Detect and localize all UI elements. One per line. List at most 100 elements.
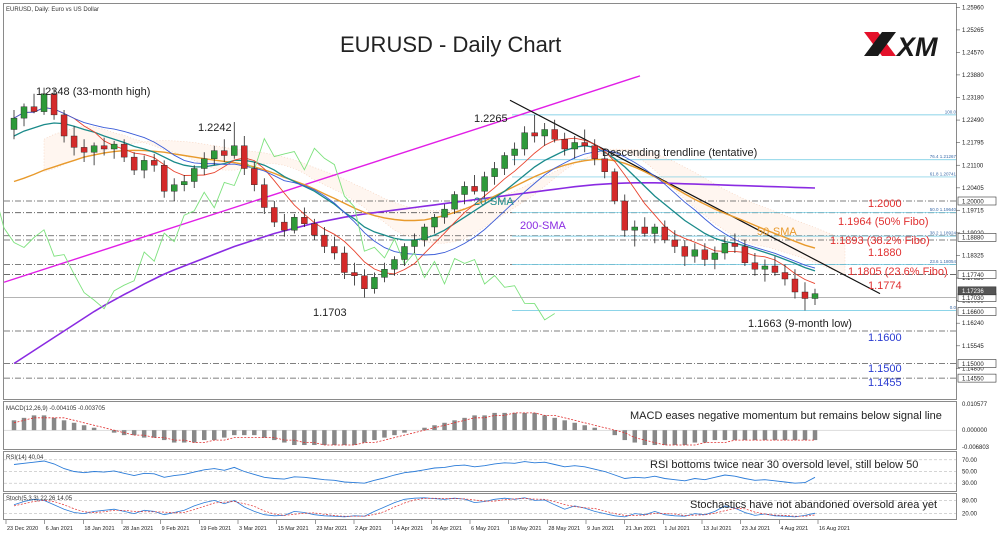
candle-body (291, 217, 298, 231)
date-tick-label: 21 Jun 2021 (626, 526, 656, 532)
annotation-label: 50-SMA (757, 226, 797, 238)
candle-body (461, 186, 468, 195)
price-tick-label: 1.19715 (962, 208, 984, 214)
candle-body (140, 160, 148, 171)
price-level-label: 1.17030 (962, 296, 984, 302)
date-tick-label: 15 Mar 2021 (278, 526, 309, 532)
price-level-label: 1.14550 (962, 376, 984, 382)
price-level-label: 1.20000 (962, 199, 984, 205)
stoch-note: Stochastics have not abandoned oversold … (690, 499, 937, 511)
fibo-label: 76.4 1.21267 (930, 154, 957, 159)
annotation-label: 1.2348 (33-month high) (36, 86, 150, 98)
price-tick-label: 1.17630 (962, 276, 984, 282)
date-tick-label: 23 Dec 2020 (7, 526, 38, 532)
price-tick-label: 1.18325 (962, 253, 984, 259)
candle-body (130, 156, 138, 171)
candlesticks (10, 87, 819, 311)
candle-body (201, 158, 208, 169)
candle-body (591, 145, 598, 159)
candle-body (251, 168, 258, 185)
candle-body (381, 269, 388, 278)
candle-body (531, 132, 538, 137)
candle-body (581, 142, 588, 146)
price-tick-label: 1.23880 (962, 73, 984, 79)
candle-body (541, 129, 548, 137)
annotation-label: 20-SMA (474, 196, 514, 208)
candle-body (90, 145, 98, 153)
candle-body (371, 277, 378, 289)
candle-body (571, 142, 578, 150)
price-tick-label: 1.24570 (962, 50, 984, 56)
candle-body (671, 239, 679, 247)
stoch-k-line (13, 497, 816, 518)
descending-trendline (509, 99, 881, 295)
candle-body (160, 165, 168, 192)
date-tick-label: 14 Apr 2021 (394, 526, 424, 532)
candle-body (421, 226, 428, 241)
candle-body (771, 265, 779, 273)
chart-title: EURUSD - Daily Chart (340, 32, 561, 57)
candle-body (110, 143, 118, 150)
candle-body (781, 272, 789, 280)
candle-body (50, 93, 58, 116)
candle-body (431, 217, 438, 228)
candle-body (411, 239, 418, 247)
candle-body (551, 129, 558, 140)
candle-body (311, 223, 318, 236)
candle-body (561, 139, 568, 150)
price-tick-label: 1.23180 (962, 96, 984, 102)
current-price-label: 1.17236 (962, 289, 984, 295)
candle-body (641, 226, 648, 234)
date-tick-label: 2 Apr 2021 (355, 526, 382, 532)
candle-body (741, 246, 749, 263)
macd-header: MACD(12,26,9) -0.004105 -0.003705 (6, 406, 106, 412)
annotation-label: 1.1600 (868, 332, 902, 344)
candle-body (80, 147, 88, 153)
annotation-label: 1.1893 (38.2% Fibo) (830, 235, 930, 247)
horizontal-levels: 100.0 76.4 1.21267 61.8 1.20741 50.0 1.1964… (4, 109, 957, 379)
xm-logo: XM (864, 32, 938, 62)
candle-body (441, 208, 448, 218)
candle-body (10, 117, 18, 130)
mid-ma-line (13, 107, 816, 269)
candle-body (191, 168, 198, 182)
fibo-label: 23.6 1.18054 (930, 259, 957, 264)
price-tick-label: 1.21795 (962, 141, 984, 147)
price-panel-frame (3, 3, 957, 400)
candle-body (70, 135, 78, 148)
rsi-note: RSI bottoms twice near 30 oversold level… (650, 459, 918, 471)
annotation-label: 1.1500 (868, 363, 902, 375)
date-tick-label: 6 May 2021 (471, 526, 500, 532)
date-tick-label: 26 Apr 2021 (432, 526, 462, 532)
annotation-label: 1.2242 (198, 122, 232, 134)
date-tick-label: 3 Mar 2021 (239, 526, 267, 532)
symbol-info: EURUSD, Daily: Euro vs US Dollar (6, 7, 99, 13)
candle-body (511, 148, 518, 156)
fast-ma-line (13, 107, 816, 285)
price-level-label: 1.18880 (962, 236, 984, 242)
date-tick-label: 23 Jul 2021 (742, 526, 770, 532)
candle-body (661, 226, 669, 241)
date-tick-label: 13 Jul 2021 (703, 526, 731, 532)
annotation-label: 1.1805 (23.6% Fibo) (848, 266, 948, 278)
candle-body (361, 275, 368, 289)
candle-body (621, 200, 628, 231)
price-level-box (957, 373, 997, 383)
candle-body (321, 234, 328, 247)
annotation-label: 1.2000 (868, 198, 902, 210)
price-level-box (957, 270, 997, 279)
price-level-label: 1.15000 (962, 362, 984, 368)
macd-panel-frame (3, 401, 957, 450)
candle-body (221, 150, 228, 156)
rsi-tick-label: 50.00 (962, 470, 978, 476)
date-tick-label: 16 Aug 2021 (819, 526, 850, 532)
date-tick-label: 1 Jul 2021 (664, 526, 689, 532)
macd-signal-line (13, 412, 815, 446)
candle-body (60, 114, 68, 137)
fibo-label: 61.8 1.20741 (930, 171, 957, 176)
candle-body (711, 252, 719, 260)
rsi-header: RSI(14) 40.04 (6, 455, 44, 461)
stoch-panel-frame (3, 493, 957, 520)
candle-body (491, 168, 498, 177)
